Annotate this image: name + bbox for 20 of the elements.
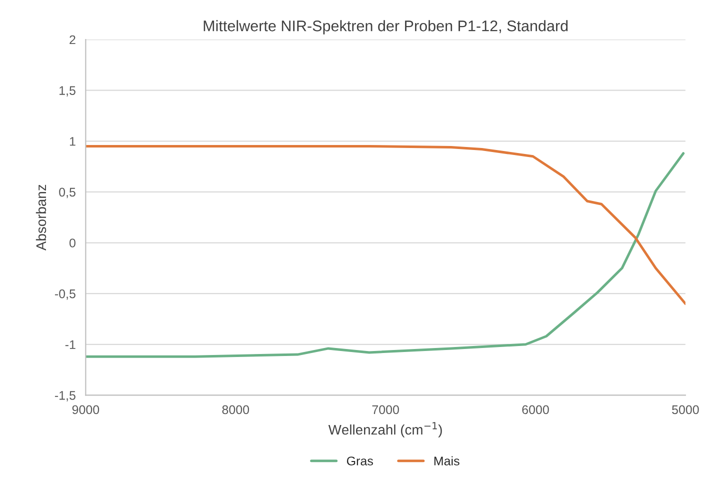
y-tick-label: 1,5 — [60, 86, 76, 96]
x-tick-label: 7000 — [372, 405, 399, 414]
x-axis-title: Wellenzahl (cm$^{−1}$) — [328, 422, 442, 438]
x-tick-label: 5000 — [672, 405, 699, 414]
y-tick-label: 1 — [70, 137, 76, 146]
chart-title: Mittelwerte NIR-Spektren der Proben P1-12, Standard — [204, 20, 568, 34]
legend-label: Mais — [434, 456, 460, 466]
legend-label: Gras — [346, 456, 373, 466]
line-series — [86, 144, 686, 305]
y-axis-title: Absorbanz — [36, 184, 46, 251]
y-tick-label: -0,5 — [54, 289, 76, 300]
y-tick-label: 2 — [70, 35, 76, 44]
y-tick-label: -1 — [65, 340, 76, 349]
y-tick-label: 0 — [69, 238, 76, 248]
x-tick-label: 8000 — [222, 405, 250, 414]
y-tick-label: -1,5 — [54, 391, 76, 402]
x-tick-label: 9000 — [72, 405, 100, 414]
x-tick-label: 6000 — [522, 405, 549, 414]
line-series — [86, 152, 685, 358]
y-tick-label: 0,5 — [59, 188, 76, 198]
